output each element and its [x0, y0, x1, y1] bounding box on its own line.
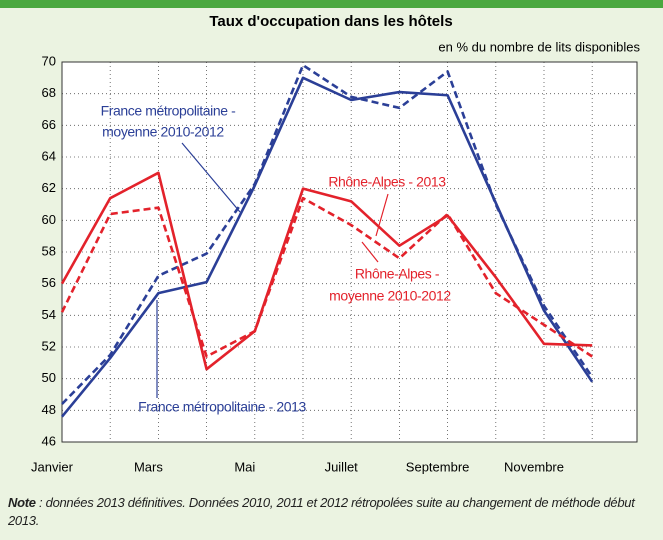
leader-line: [181, 142, 241, 213]
plot-area: [62, 62, 637, 442]
annotation: France métropolitaine - 2013: [138, 399, 306, 415]
x-tick-label: Juillet: [325, 459, 359, 474]
note-text: : données 2013 définitives. Données 2010…: [8, 495, 635, 528]
series-line: [60, 196, 593, 358]
y-tick-label: 70: [42, 53, 56, 68]
x-tick-label: Janvier: [31, 459, 74, 474]
y-tick-label: 58: [42, 243, 56, 258]
y-tick-label: 54: [42, 307, 56, 322]
chart-subtitle: en % du nombre de lits disponibles: [438, 39, 640, 54]
y-tick-label: 48: [42, 402, 56, 417]
y-tick-label: 46: [42, 433, 56, 448]
annotation: France métropolitaine -: [101, 103, 236, 119]
plot-border: [61, 61, 638, 443]
y-tick-label: 56: [42, 275, 56, 290]
annotation: Rhône-Alpes - 2013: [328, 174, 446, 190]
series-line: [60, 171, 593, 371]
x-tick-label: Mai: [234, 459, 255, 474]
y-tick-label: 50: [42, 370, 56, 385]
y-tick-label: 68: [42, 85, 56, 100]
series-line: [61, 63, 594, 405]
note-label: Note: [8, 495, 36, 510]
chart: Taux d'occupation dans les hôtels en % d…: [0, 0, 663, 474]
annotation: moyenne 2010-2012: [329, 288, 451, 304]
chart-title: Taux d'occupation dans les hôtels: [209, 13, 452, 30]
x-tick-label: Mars: [134, 459, 163, 474]
x-tick-label: Septembre: [406, 459, 470, 474]
y-tick-label: 60: [42, 212, 56, 227]
y-tick-label: 52: [42, 338, 56, 353]
leader-line: [375, 193, 389, 237]
y-tick-label: 62: [42, 180, 56, 195]
annotation: Rhône-Alpes -: [355, 266, 440, 282]
note: Note : données 2013 définitives. Données…: [8, 494, 658, 530]
y-tick-label: 66: [42, 117, 56, 132]
y-tick-label: 64: [42, 148, 56, 163]
x-tick-label: Novembre: [504, 459, 564, 474]
annotation: moyenne 2010-2012: [102, 124, 224, 140]
top-bar: [0, 0, 663, 8]
